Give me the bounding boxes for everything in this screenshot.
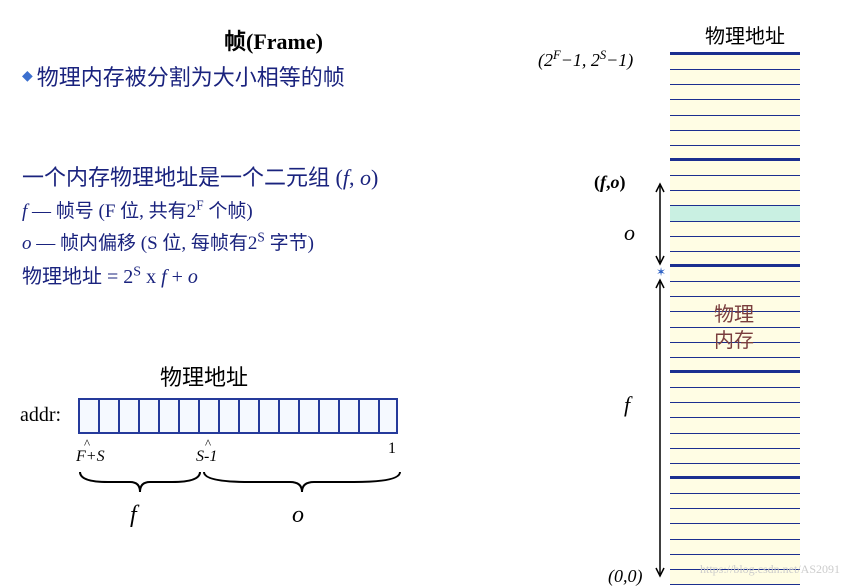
frame-row [670,206,800,221]
def-o-tail: 字节) [265,233,314,254]
mem-title: 物理地址 [705,20,785,49]
frame-row [670,55,800,70]
bit-cell [198,398,218,434]
bitlabel-left: F+S [76,448,105,466]
frame-row [670,403,800,418]
memory-frame [670,158,800,264]
memory-frame [670,370,800,476]
mem-body-text1: 物理 [704,298,764,327]
fo-o: o [611,172,620,192]
tuple-line: 一个内存物理地址是一个二元组 (f, o) [22,160,378,192]
bullet-main: ◆ 物理内存被分割为大小相等的帧 [22,60,345,92]
mem-top-coord: (2F−1, 2S−1) [538,48,633,71]
frame-row [670,131,800,146]
formula-o: o [188,266,198,288]
frame-row [670,70,800,85]
def-f-tail: 个帧) [204,201,253,222]
formula-plus: + [167,266,188,288]
formula-sup: S [133,264,141,279]
def-f-text: — 帧号 (F 位, 共有2 [27,201,196,222]
frame-row [670,434,800,449]
addr-label: addr: [20,404,61,427]
bit-cell [138,398,158,434]
bottom-coord: (0,0) [608,566,643,587]
frame-row [670,85,800,100]
frame-row [670,479,800,494]
bit-cell [178,398,198,434]
bitlabel-right: 1 [388,440,396,458]
def-o-sup: S [257,230,264,245]
bit-cell [258,398,278,434]
tuple-prefix: 一个内存物理地址是一个二元组 ( [22,165,343,190]
frame-row [670,282,800,297]
f-side-label: f [624,392,630,418]
def-o-text: — 帧内偏移 (S 位, 每帧有2 [32,233,258,254]
formula-lhs: 物理地址 = 2 [22,266,133,288]
frame-row [670,509,800,524]
bit-cell [318,398,338,434]
bit-cell [358,398,378,434]
def-o: o — 帧内偏移 (S 位, 每帧有2S 字节) [22,228,314,255]
frame-row [670,237,800,252]
frame-row [670,494,800,509]
bit-cell [78,398,98,434]
coord-pre: (2 [538,50,553,70]
frame-row [670,540,800,555]
frame-row [670,267,800,282]
bit-cell [378,398,398,434]
frame-row [670,161,800,176]
formula-mid: x [141,266,161,288]
watermark: https://blog.csdn.net/AS2091 [700,562,840,577]
coord-tail: −1) [606,50,633,70]
bit-cell [118,398,138,434]
bit-cell [158,398,178,434]
tuple-o: o [360,165,371,190]
frame-row [670,418,800,433]
bit-boxes [78,398,398,434]
coord-mid: −1, 2 [561,50,600,70]
frame-row [670,100,800,115]
page-title: 帧(Frame) [224,24,323,56]
def-f: f — 帧号 (F 位, 共有2F 个帧) [22,196,253,223]
bitlabel-mid: S-1 [196,448,217,466]
mem-body-text2: 内存 [704,324,764,353]
fo-label: (f,o) [594,172,626,193]
addr-title: 物理地址 [160,360,248,392]
memory-frame [670,52,800,158]
frame-row [670,116,800,131]
coord-sup1: F [553,48,561,62]
frame-row [670,373,800,388]
bit-cell [298,398,318,434]
frame-row [670,176,800,191]
tuple-close: ) [371,165,378,190]
tuple-sep: , [349,165,360,190]
bit-cell [218,398,238,434]
frame-row [670,524,800,539]
brace-o-icon [202,470,402,500]
svg-text:✶: ✶ [656,265,666,279]
frame-row [670,191,800,206]
frame-row [670,388,800,403]
def-f-sup: F [196,198,203,213]
bit-cell [238,398,258,434]
diamond-icon: ◆ [22,68,33,85]
o-side-label: o [624,220,635,246]
def-o-sym: o [22,233,32,254]
brace-o-label: o [292,502,304,529]
brace-f-label: f [130,502,137,529]
bullet-text: 物理内存被分割为大小相等的帧 [37,60,345,92]
side-arrows-icon: ✶ [650,180,670,580]
bit-cell [338,398,358,434]
formula: 物理地址 = 2S x f + o [22,260,198,289]
frame-row [670,222,800,237]
bit-cell [278,398,298,434]
frame-row [670,449,800,464]
bit-cell [98,398,118,434]
brace-f-icon [78,470,202,500]
